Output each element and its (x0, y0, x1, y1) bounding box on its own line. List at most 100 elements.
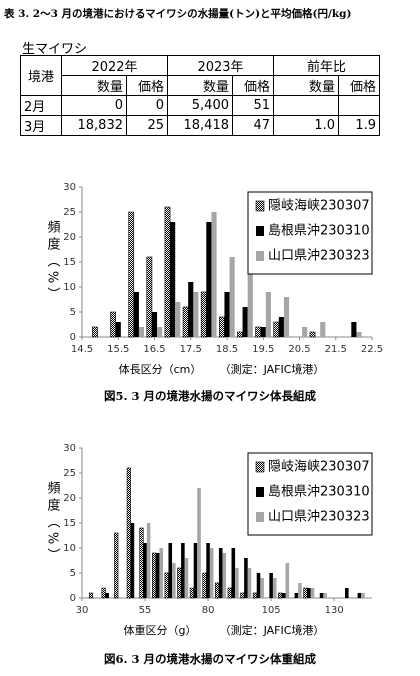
bar (114, 532, 119, 599)
bar (227, 587, 232, 599)
bar (184, 558, 189, 598)
bar (319, 593, 324, 598)
bar (351, 322, 357, 337)
bar (361, 593, 365, 598)
bar (323, 593, 327, 598)
bar (197, 488, 201, 598)
cell: 47 (232, 115, 274, 136)
y-tick-label: 0 (70, 332, 76, 343)
cell: 2月 (20, 95, 62, 116)
bar (126, 467, 131, 599)
cell: 価格 (232, 75, 274, 96)
caption: 図6. 3 月の境港水揚のマイワシ体重組成 (103, 652, 316, 666)
bar (193, 543, 198, 598)
x-tick-label: 130 (325, 605, 344, 616)
bar (229, 257, 235, 337)
bar (151, 552, 157, 599)
cell: 0 (126, 95, 168, 116)
y-tick-label: 25 (63, 468, 76, 479)
bar (188, 282, 194, 337)
y-tick-label: 30 (63, 182, 76, 193)
caption: 図5. 3 月の境港水揚のマイワシ体長組成 (103, 389, 316, 403)
bar (244, 558, 248, 598)
bar (172, 563, 176, 598)
y-tick-label: 5 (70, 307, 76, 318)
bar (200, 291, 207, 338)
cell: 価格 (338, 75, 380, 96)
cell: 18,418 (167, 115, 233, 136)
bar (146, 523, 151, 598)
x-tick-label: 22.5 (361, 344, 383, 355)
bar (272, 578, 277, 598)
x-tick-label: 15.5 (107, 344, 129, 355)
bar (206, 543, 210, 598)
cell: 3月 (20, 115, 62, 136)
bar (273, 321, 280, 338)
bar (256, 573, 261, 598)
bar (159, 548, 164, 598)
bar (218, 548, 223, 598)
x-tick-label: 55 (139, 605, 152, 616)
cell: 価格 (126, 75, 168, 96)
bar (101, 587, 106, 599)
legend-swatch (255, 461, 265, 473)
bar (320, 322, 326, 337)
y-axis-label: 頻度（%） (45, 220, 61, 304)
cell: 25 (126, 115, 168, 136)
bar (164, 206, 171, 338)
bar (130, 523, 135, 598)
bar (307, 588, 311, 598)
bar (110, 311, 116, 338)
x-tick-label: 14.5 (71, 344, 93, 355)
x-tick-label: 19.5 (252, 344, 274, 355)
legend-label: 隠岐海峡230307 (268, 460, 370, 475)
bar (356, 332, 362, 337)
cell: 境港 (20, 55, 62, 96)
y-tick-label: 10 (63, 543, 76, 554)
cell (273, 95, 339, 116)
bar (281, 593, 286, 598)
y-axis-label: 頻度（%） (45, 481, 61, 565)
legend-swatch (256, 487, 264, 497)
bar (138, 327, 145, 337)
bar (211, 212, 217, 337)
bar (222, 553, 227, 598)
bar (202, 572, 207, 599)
x-axis-label: 体重区分（g） (124, 623, 197, 637)
y-tick-label: 25 (63, 207, 76, 218)
bar (237, 331, 243, 338)
bar (260, 327, 266, 337)
bar (242, 307, 248, 337)
bar (206, 222, 212, 337)
x-tick-label: 30 (76, 605, 89, 616)
bar (224, 292, 230, 337)
bar (209, 548, 214, 598)
cell (338, 95, 380, 116)
bar (128, 211, 135, 338)
cell: 数量 (61, 75, 127, 96)
bar (252, 592, 258, 599)
bar (303, 587, 308, 599)
x-tick-label: 20.5 (288, 344, 310, 355)
y-tick-label: 15 (63, 257, 76, 268)
legend-label: 山口県沖230323 (268, 510, 370, 525)
x-tick-label: 80 (202, 605, 215, 616)
bar (278, 317, 284, 337)
legend-swatch (255, 200, 265, 212)
bar (164, 572, 169, 599)
legend-label: 隠岐海峡230307 (268, 199, 370, 214)
bar (105, 593, 110, 598)
bar (294, 593, 299, 598)
legend-swatch (256, 251, 264, 261)
cell: 18,832 (61, 115, 127, 136)
bar (231, 548, 236, 598)
bar (298, 583, 302, 598)
bar (278, 592, 283, 599)
bar (168, 543, 173, 598)
table: 境港 2022年 2023年 前年比 数量 価格 数量 価格 数量 価格 2月 0 0 5,400 51 3月… (20, 55, 380, 136)
bar (146, 256, 153, 338)
cell: 前年比 (273, 55, 380, 76)
bar (310, 588, 315, 598)
bar (247, 568, 252, 598)
